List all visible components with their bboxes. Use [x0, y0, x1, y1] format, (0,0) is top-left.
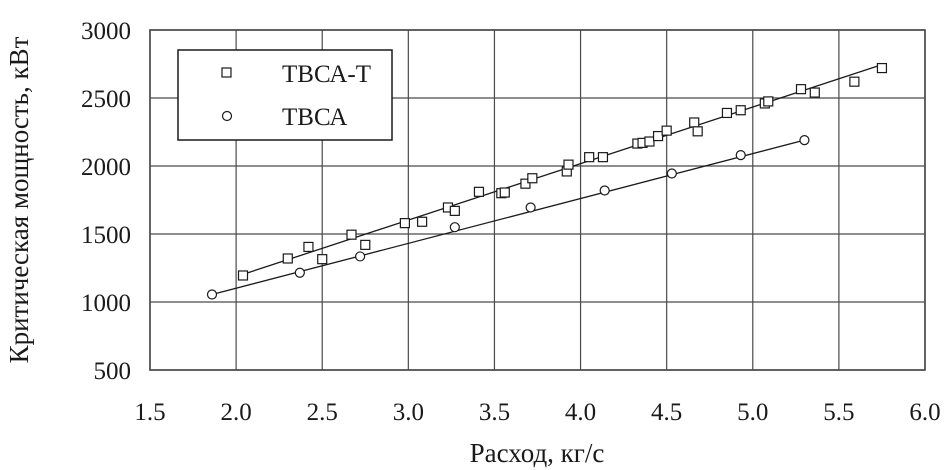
y-tick-labels: 500 1000 1500 2000 2500 3000	[81, 18, 131, 385]
circle-point	[599, 185, 610, 196]
legend-circle-marker	[221, 110, 233, 122]
x-axis-label: Расход, кг/с	[470, 438, 605, 468]
y-tick-label: 1500	[81, 222, 131, 249]
fit-line	[211, 139, 805, 296]
x-tick-label: 3.0	[393, 399, 424, 426]
legend-label-tvsa: ТВСА	[282, 104, 347, 131]
legend-square-marker	[221, 67, 232, 78]
circle-point	[525, 202, 536, 213]
legend: ТВСА-Т ТВСА	[177, 49, 393, 141]
square-point	[644, 136, 655, 147]
x-tick-label: 2.0	[220, 399, 251, 426]
square-point	[449, 205, 460, 216]
square-point	[417, 216, 428, 227]
y-axis-label: Критическая мощность, кВт	[4, 36, 34, 363]
square-point	[317, 254, 328, 265]
fit-lines	[211, 64, 883, 296]
square-point	[399, 218, 410, 229]
legend-box	[177, 49, 393, 141]
square-point	[597, 152, 609, 163]
x-tick-label: 4.5	[651, 399, 682, 426]
legend-label-tvsa-t: ТВСА-Т	[282, 61, 371, 88]
grid	[149, 29, 926, 371]
y-tick-label: 2000	[81, 154, 131, 181]
y-tick-label: 3000	[81, 18, 131, 45]
y-tick-label: 500	[94, 358, 132, 385]
circle-point	[666, 168, 677, 179]
square-point	[563, 159, 574, 170]
square-point	[849, 76, 860, 87]
x-tick-label: 5.0	[737, 399, 768, 426]
square-point	[652, 130, 664, 142]
square-point	[346, 229, 357, 240]
square-point	[809, 87, 820, 98]
square-point	[795, 84, 807, 95]
x-tick-label: 4.0	[565, 399, 596, 426]
square-point	[763, 96, 774, 107]
fit-line	[239, 64, 883, 277]
square-point	[661, 125, 672, 136]
circle-point	[799, 135, 810, 146]
square-point	[584, 152, 595, 163]
square-point	[689, 117, 700, 128]
square-point	[237, 270, 249, 281]
x-tick-label: 6.0	[909, 399, 940, 426]
square-point	[527, 173, 538, 184]
circle-point	[294, 267, 305, 278]
x-tick-label: 5.5	[823, 399, 854, 426]
y-tick-label: 1000	[81, 290, 131, 317]
square-point	[721, 107, 733, 119]
circle-point	[355, 251, 366, 262]
square-point	[876, 62, 888, 74]
circle-point	[449, 222, 460, 233]
circle-point	[735, 150, 746, 161]
square-point	[282, 253, 293, 264]
square-point	[303, 241, 314, 253]
x-tick-label: 2.5	[307, 399, 338, 426]
x-tick-label: 1.5	[134, 399, 165, 426]
square-point	[360, 239, 371, 250]
y-tick-label: 2500	[81, 86, 131, 113]
x-tick-labels: 1.5 2.0 2.5 3.0 3.5 4.0 4.5 5.0 5.5 6.0	[134, 399, 940, 426]
square-point	[499, 187, 510, 198]
square-point	[692, 126, 703, 137]
circle-point	[206, 289, 218, 300]
x-tick-label: 3.5	[479, 399, 510, 426]
square-point	[473, 186, 485, 197]
square-point	[520, 178, 531, 189]
square-point	[735, 105, 746, 116]
data-markers	[206, 62, 888, 300]
